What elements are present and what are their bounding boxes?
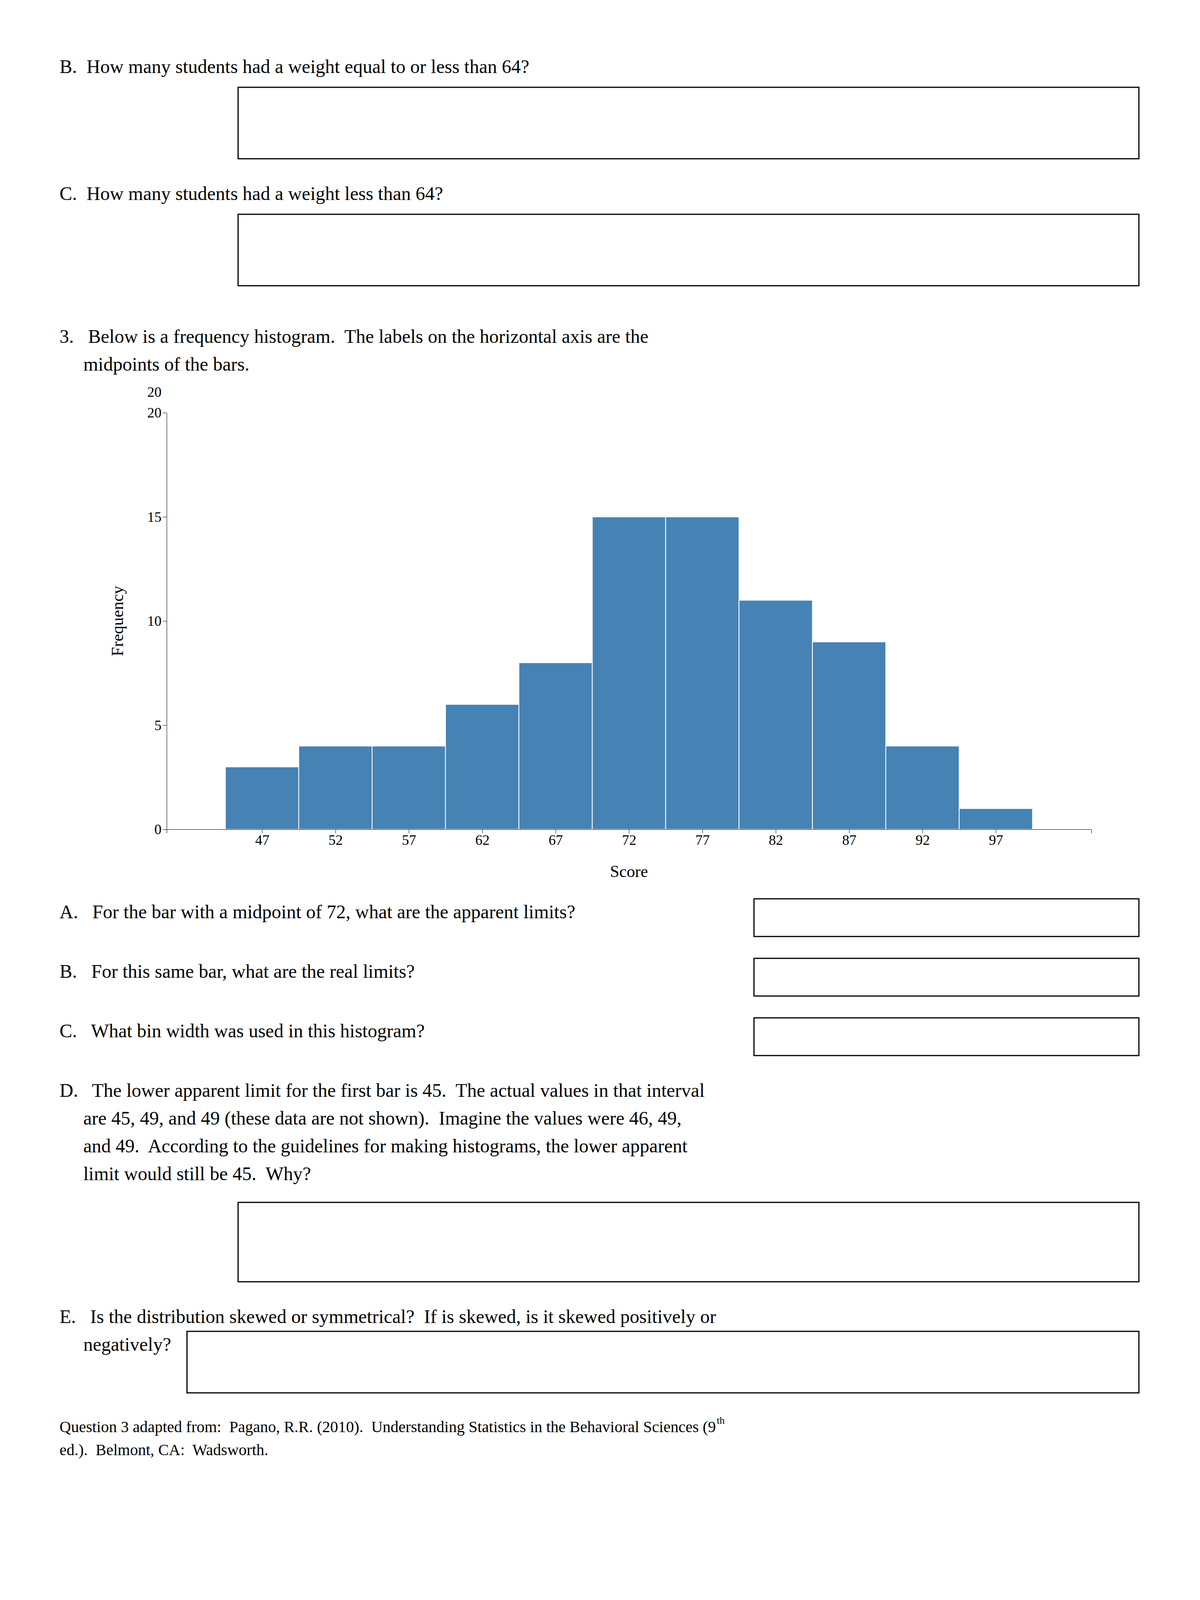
bar: [298, 746, 373, 830]
bar: [445, 704, 520, 830]
bar: [225, 767, 299, 830]
tick-label: 57: [401, 832, 417, 849]
y-axis-title: Frequency: [108, 585, 127, 656]
tick: 97: [988, 829, 1004, 849]
bar: [519, 662, 593, 830]
worksheet: B. How many students had a weight equal …: [0, 0, 1200, 1600]
bar: [812, 642, 886, 830]
tick: 62: [475, 829, 490, 849]
tick: 92: [915, 829, 930, 849]
bar: [959, 808, 1033, 830]
tick: 87: [842, 829, 857, 849]
tick-label: 52: [328, 832, 343, 849]
bar: [372, 746, 446, 830]
tick: 57: [401, 829, 417, 849]
x-axis-title: Score: [609, 862, 649, 881]
bar: [885, 746, 960, 830]
tick-mark: [162, 725, 167, 726]
tick-mark: [162, 621, 167, 622]
y-axis-line: [162, 413, 168, 830]
answer-box: [238, 214, 1139, 286]
tick: 0: [154, 821, 167, 838]
tick: 52: [328, 829, 343, 849]
tick-label: 15: [147, 509, 162, 525]
annotation: E. Is the distribution skewed or symmetr…: [59, 1305, 716, 1327]
annotation: midpoints of the bars.: [59, 353, 250, 375]
tick-label: 92: [915, 832, 930, 849]
tick-label: 5: [154, 717, 162, 734]
bars: [225, 517, 1033, 830]
answer-box: [753, 898, 1139, 937]
annotation: limit would still be 45. Why?: [59, 1163, 312, 1185]
bar: [665, 517, 739, 830]
tick: 47: [255, 829, 270, 849]
answer-box: [238, 87, 1139, 159]
tick-label: 87: [842, 832, 857, 849]
tick-label: 82: [768, 832, 783, 849]
annotation: Question 3 adapted from: Pagano, R.R. (2…: [59, 1417, 716, 1436]
page-background: [0, 0, 1200, 1600]
tick-label: 67: [548, 832, 564, 849]
tick-mark: [162, 412, 167, 414]
bar: [592, 517, 666, 830]
answer-box: [238, 1202, 1139, 1282]
answer-box: [753, 1017, 1139, 1056]
tick: 10: [147, 613, 167, 629]
annotation: A. For the bar with a midpoint of 72, wh…: [59, 901, 576, 923]
annotation: ed.). Belmont, CA: Wadsworth.: [59, 1440, 269, 1459]
tick: 67: [548, 829, 564, 849]
annotation: th: [716, 1414, 725, 1427]
tick-mark: [162, 829, 167, 830]
annotation: are 45, 49, and 49 (these data are not s…: [59, 1107, 682, 1129]
tick: 77: [695, 829, 710, 849]
tick-label: 10: [147, 613, 162, 629]
tick: 72: [622, 829, 637, 849]
tick-mark: [162, 517, 167, 518]
annotation: 3. Below is a frequency histogram. The l…: [59, 325, 649, 347]
bar: [738, 600, 813, 830]
annotation: C. How many students had a weight less t…: [59, 182, 444, 204]
annotation: and 49. According to the guidelines for …: [59, 1135, 688, 1157]
annotation: C. What bin width was used in this histo…: [59, 1020, 425, 1042]
tick-label: 47: [255, 832, 270, 849]
annotation: D. The lower apparent limit for the firs…: [59, 1079, 705, 1101]
tick-label: 20: [147, 404, 162, 421]
tick: 20: [147, 404, 167, 421]
tick-label: 62: [475, 832, 490, 849]
answer-box: [753, 958, 1139, 997]
annotation: 20: [147, 384, 162, 400]
answer-box: [186, 1331, 1139, 1393]
tick: 82: [768, 829, 783, 849]
annotation: negatively?: [59, 1333, 172, 1355]
annotation: B. How many students had a weight equal …: [59, 55, 530, 77]
tick-label: 77: [695, 832, 710, 849]
annotation: B. For this same bar, what are the real …: [59, 960, 415, 982]
tick-label: 72: [622, 832, 637, 849]
tick-label: 0: [154, 821, 162, 838]
tick: 15: [147, 509, 167, 525]
x-axis: 47 52 57 62 67 72 77 82 87 92 97: [167, 829, 1092, 849]
tick: 5: [154, 717, 167, 734]
y-axis: 0 5 10 15 20: [147, 404, 168, 838]
tick-label: 97: [988, 832, 1004, 849]
